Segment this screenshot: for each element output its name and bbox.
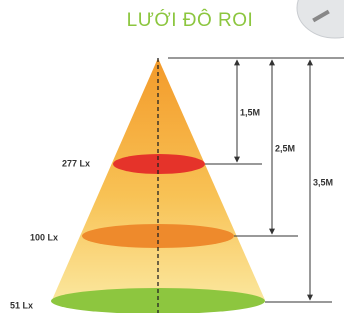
height-label: 3,5M (313, 177, 333, 187)
height-label: 2,5M (275, 143, 295, 153)
ring-277 (113, 154, 205, 174)
page: LƯỚI ĐÔ ROI 277 Lx 100 Lx 51 Lx 1,5M 2,5… (0, 0, 344, 313)
lux-label: 100 Lx (30, 232, 58, 242)
lamp (297, 0, 344, 38)
lux-label: 277 Lx (62, 158, 90, 168)
diagram: LƯỚI ĐÔ ROI 277 Lx 100 Lx 51 Lx 1,5M 2,5… (0, 0, 344, 313)
title: LƯỚI ĐÔ ROI (127, 9, 254, 31)
lux-label: 51 Lx (10, 300, 33, 310)
height-label: 1,5M (240, 107, 260, 117)
